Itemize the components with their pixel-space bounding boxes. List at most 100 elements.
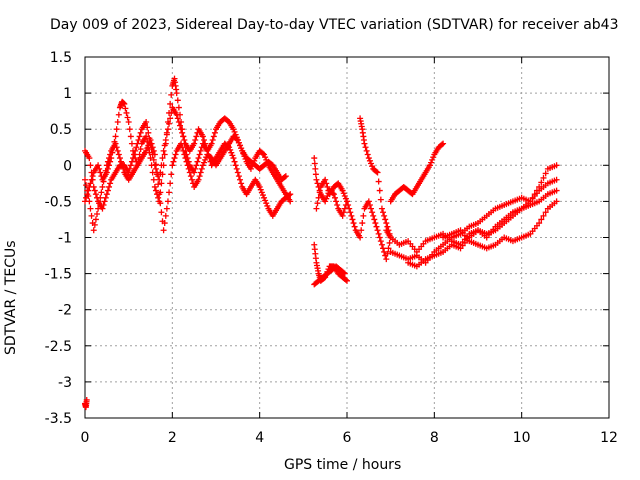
data-point	[92, 216, 99, 223]
data-point	[179, 129, 186, 136]
data-point	[314, 200, 321, 207]
data-point	[91, 221, 98, 228]
data-point	[311, 155, 318, 162]
data-point	[312, 171, 319, 178]
data-point	[438, 141, 445, 148]
data-point	[364, 151, 371, 158]
data-point	[339, 212, 346, 219]
data-point	[167, 115, 174, 122]
data-point	[238, 180, 245, 187]
data-point	[234, 169, 241, 176]
data-point	[147, 155, 154, 162]
data-point	[374, 169, 381, 176]
data-point	[344, 277, 350, 284]
data-point	[366, 202, 373, 209]
data-point	[231, 158, 238, 165]
data-point	[340, 209, 347, 216]
data-point	[553, 162, 560, 169]
data-point	[540, 212, 547, 219]
data-point	[164, 126, 171, 133]
data-point	[113, 144, 120, 151]
data-point	[107, 180, 114, 187]
data-point	[132, 147, 139, 154]
data-point	[126, 165, 133, 172]
data-point	[429, 156, 436, 163]
series-arc-2	[82, 104, 294, 219]
data-point	[112, 133, 119, 140]
data-point	[114, 147, 121, 154]
data-point	[179, 144, 186, 151]
data-point	[133, 144, 140, 151]
data-point	[115, 111, 122, 118]
data-point	[344, 198, 350, 205]
data-point	[235, 139, 242, 146]
data-point	[145, 142, 152, 149]
data-point	[231, 128, 238, 135]
data-point	[360, 212, 367, 219]
data-point	[103, 191, 110, 198]
ticks: 0 2 4 6 8 10 12 1.5 1 0.5 0 -0.5 -1 -1.5 -2 -2.5 -3 -3.5	[45, 50, 618, 446]
data-point	[103, 162, 110, 169]
data-point	[104, 187, 111, 194]
data-point	[235, 173, 242, 180]
data-point	[100, 202, 107, 209]
data-point	[158, 209, 165, 216]
data-point	[187, 173, 194, 180]
x-tick-label: 8	[430, 430, 439, 446]
data-point	[538, 179, 545, 186]
data-point	[194, 158, 201, 165]
data-point	[382, 216, 389, 223]
data-point	[151, 162, 158, 169]
data-point	[381, 212, 388, 219]
data-point	[152, 161, 159, 168]
data-point	[233, 136, 240, 143]
data-point	[209, 137, 216, 144]
data-point	[87, 205, 94, 212]
data-point	[363, 147, 370, 154]
series-arc-13	[440, 198, 560, 252]
data-point	[88, 212, 95, 219]
data-point	[531, 191, 538, 198]
y-tick-label: 0	[63, 158, 72, 174]
data-point	[430, 154, 437, 161]
data-point	[375, 230, 382, 237]
data-point	[365, 155, 372, 162]
data-point	[199, 162, 206, 169]
data-point	[371, 216, 378, 223]
data-point	[161, 151, 168, 158]
data-point	[323, 195, 330, 202]
data-point	[112, 140, 119, 147]
data-point	[377, 196, 384, 203]
series-arc-5	[311, 263, 348, 288]
data-points	[82, 75, 560, 411]
series-arc-12	[405, 162, 560, 270]
data-point	[313, 176, 320, 183]
data-point	[230, 155, 237, 162]
data-point	[553, 176, 560, 183]
data-point	[137, 146, 144, 153]
data-point	[197, 147, 204, 154]
data-point	[164, 198, 171, 205]
data-point	[147, 137, 154, 144]
data-point	[114, 118, 121, 125]
data-point	[192, 137, 199, 144]
data-point	[192, 165, 199, 172]
data-point	[256, 183, 263, 190]
data-point	[347, 209, 354, 216]
data-point	[150, 176, 157, 183]
data-point	[157, 200, 164, 207]
data-point	[378, 205, 385, 212]
data-point	[369, 209, 376, 216]
data-point	[380, 245, 387, 252]
data-point	[122, 105, 129, 112]
x-tick-label: 6	[343, 430, 352, 446]
data-point	[341, 192, 348, 199]
data-point	[188, 176, 195, 183]
data-point	[156, 191, 163, 198]
data-point	[128, 158, 135, 165]
data-point	[316, 189, 323, 196]
data-point	[233, 165, 240, 172]
data-point	[87, 180, 94, 187]
data-point	[178, 140, 185, 147]
